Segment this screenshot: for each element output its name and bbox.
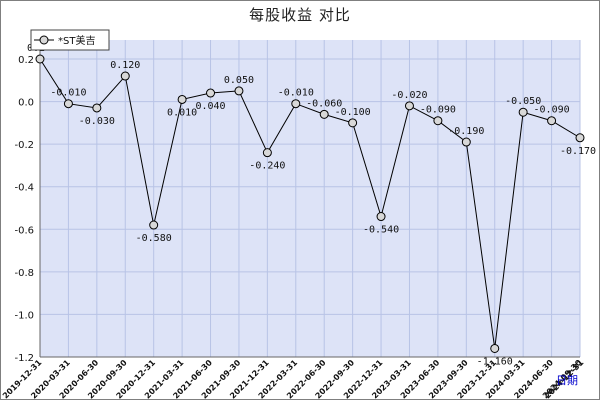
chart-title: 每股收益 对比	[249, 6, 351, 24]
data-label: -0.100	[335, 107, 371, 118]
data-point	[376, 212, 386, 222]
data-label: -1.160	[477, 356, 513, 367]
data-point	[547, 116, 557, 126]
data-label: -0.050	[505, 96, 541, 107]
data-label: 0.040	[195, 101, 225, 112]
data-point	[206, 88, 216, 98]
y-tick-label: -0.6	[14, 225, 34, 236]
data-point	[433, 116, 443, 126]
data-point	[92, 103, 102, 113]
data-point	[575, 133, 585, 143]
data-label: 0.120	[110, 60, 140, 71]
data-point	[319, 109, 329, 119]
data-point	[177, 94, 187, 104]
data-point	[120, 71, 130, 81]
y-tick-label: 0.2	[18, 55, 34, 66]
y-axis-ticks: 0.2 0.0 -0.2 -0.4 -0.6 -0.8 -1.0 -1.2	[14, 55, 34, 364]
data-point	[404, 101, 414, 111]
data-point	[490, 343, 500, 353]
y-tick-label: -0.8	[14, 268, 34, 279]
legend: *ST美吉	[30, 29, 110, 51]
series-line	[39, 58, 581, 349]
data-label: -0.020	[391, 90, 427, 101]
data-label: 0.050	[224, 75, 254, 86]
data-label: 0.010	[167, 107, 197, 118]
data-label: -0.090	[534, 105, 570, 116]
data-label: -0.090	[420, 105, 456, 116]
data-point	[291, 99, 301, 109]
data-point	[348, 118, 358, 128]
plot-area	[40, 40, 580, 357]
legend-label: *ST美吉	[58, 34, 95, 47]
data-label: -0.580	[136, 233, 172, 244]
data-label: -0.240	[249, 161, 285, 172]
data-point	[461, 137, 471, 147]
data-point	[63, 99, 73, 109]
y-tick-label: -0.2	[14, 140, 34, 151]
data-point	[234, 86, 244, 96]
data-point	[35, 54, 45, 64]
data-label: -0.190	[448, 126, 484, 137]
y-tick-label: 0.0	[18, 98, 34, 109]
legend-marker-icon	[39, 35, 49, 45]
data-label: -0.030	[79, 116, 115, 127]
date-link[interactable]: 日期	[556, 374, 578, 387]
data-label: -0.010	[278, 88, 314, 99]
data-point	[518, 107, 528, 117]
legend-box	[30, 29, 110, 51]
data-label: -0.540	[363, 225, 399, 236]
data-label: -0.060	[306, 98, 342, 109]
data-point	[262, 148, 272, 158]
y-tick-label: -0.4	[14, 183, 34, 194]
data-label: -0.170	[560, 146, 596, 157]
data-point	[149, 220, 159, 230]
y-tick-label: -1.0	[14, 310, 34, 321]
data-label: -0.010	[50, 88, 86, 99]
data-markers	[35, 54, 585, 353]
y-tick-label: -1.2	[14, 353, 34, 364]
